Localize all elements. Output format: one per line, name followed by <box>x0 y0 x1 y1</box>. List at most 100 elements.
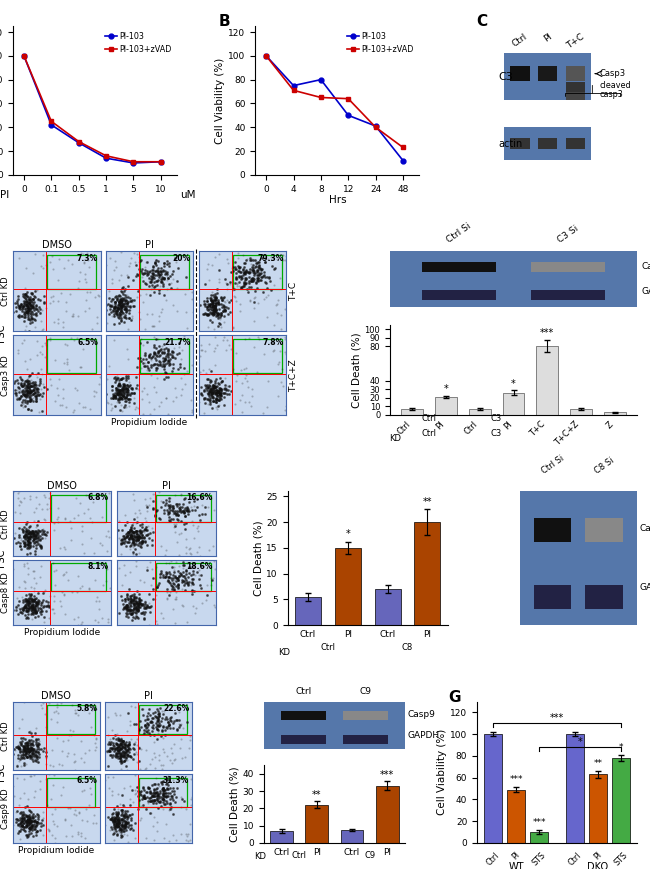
Point <box>208 300 218 314</box>
Point <box>261 281 272 295</box>
Point <box>35 538 46 552</box>
Point <box>120 805 130 819</box>
Point <box>21 385 32 399</box>
Point <box>181 615 192 629</box>
Point <box>210 294 220 308</box>
Point <box>113 748 124 762</box>
Point <box>126 593 136 607</box>
Point <box>156 500 166 514</box>
Point <box>32 750 42 764</box>
Point <box>117 751 127 765</box>
Bar <box>47 778 96 806</box>
Point <box>16 814 27 828</box>
Point <box>129 717 140 731</box>
Point <box>25 589 35 603</box>
Bar <box>51 494 107 522</box>
Point <box>125 779 135 793</box>
Point <box>115 828 125 842</box>
Point <box>20 581 30 595</box>
Point <box>17 590 27 604</box>
Point <box>34 388 45 401</box>
Point <box>224 379 234 393</box>
Point <box>128 823 138 837</box>
Point <box>209 374 220 388</box>
Point <box>116 593 127 607</box>
Point <box>21 815 31 829</box>
Point <box>148 783 159 797</box>
Point <box>142 713 153 726</box>
Point <box>213 308 223 322</box>
Point <box>133 597 143 611</box>
Point <box>16 816 26 830</box>
Point <box>140 492 151 506</box>
Point <box>221 343 231 357</box>
Point <box>53 312 64 326</box>
Point <box>116 296 127 310</box>
Point <box>53 509 63 523</box>
Point <box>133 598 143 612</box>
Point <box>175 357 185 371</box>
Point <box>223 302 233 315</box>
Point <box>36 367 47 381</box>
Point <box>31 381 42 395</box>
Point <box>109 812 119 826</box>
Point <box>21 742 31 756</box>
Point <box>244 262 255 276</box>
Point <box>231 271 241 285</box>
Point <box>17 335 27 349</box>
Bar <box>140 340 189 373</box>
Point <box>183 578 194 592</box>
Point <box>25 525 35 539</box>
Point <box>276 308 286 322</box>
Point <box>120 395 131 408</box>
Bar <box>469 409 491 415</box>
Point <box>162 355 173 368</box>
Point <box>19 334 29 348</box>
Point <box>164 514 175 527</box>
Point <box>149 778 159 792</box>
Point <box>116 754 127 768</box>
Point <box>239 267 250 281</box>
Point <box>12 739 23 753</box>
Point <box>120 810 130 824</box>
Point <box>203 387 213 401</box>
Point <box>151 789 162 803</box>
Point <box>199 392 209 406</box>
Point <box>32 815 43 829</box>
Point <box>141 785 151 799</box>
Point <box>116 391 126 405</box>
Point <box>159 256 169 270</box>
Point <box>240 271 251 285</box>
Point <box>25 748 35 762</box>
Point <box>197 343 207 357</box>
Point <box>138 780 148 794</box>
Point <box>119 400 129 414</box>
Point <box>165 711 176 725</box>
Point <box>117 387 127 401</box>
Point <box>161 721 172 735</box>
Point <box>34 742 44 756</box>
Point <box>22 740 32 754</box>
Point <box>148 819 158 833</box>
Point <box>125 594 136 607</box>
Point <box>116 392 127 406</box>
Point <box>111 373 122 387</box>
Point <box>128 541 138 554</box>
Point <box>27 598 37 612</box>
Point <box>209 554 219 567</box>
Point <box>152 722 162 736</box>
Point <box>254 261 264 275</box>
Point <box>44 372 55 386</box>
Point <box>140 597 150 611</box>
Point <box>143 793 153 807</box>
Point <box>215 371 226 385</box>
Point <box>47 602 57 616</box>
Text: C9: C9 <box>359 687 371 696</box>
Point <box>235 280 246 294</box>
Point <box>38 322 48 335</box>
Point <box>181 546 191 560</box>
Point <box>151 263 162 277</box>
Point <box>163 499 174 513</box>
Point <box>204 375 214 389</box>
Point <box>165 802 176 816</box>
